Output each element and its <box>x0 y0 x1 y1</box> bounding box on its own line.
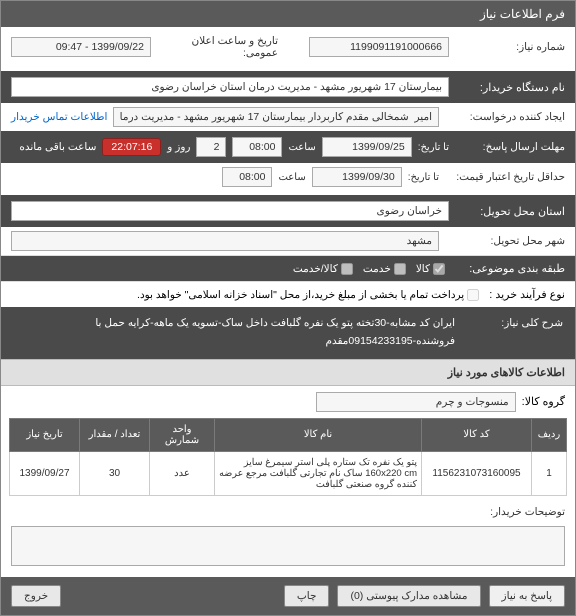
desc-overall-label: شرح کلی نیاز: <box>463 315 563 351</box>
deadline-time-field <box>232 137 282 157</box>
cell-idx: 1 <box>532 451 567 495</box>
service-chk-label: خدمت <box>363 263 391 275</box>
partial-pay-checkbox[interactable]: پرداخت تمام یا بخشی از مبلغ خرید،از محل … <box>137 289 479 301</box>
attachments-button[interactable]: مشاهده مدارک پیوستی (0) <box>337 585 480 607</box>
time-label-1: ساعت <box>288 142 315 153</box>
validity-time-field <box>222 167 272 187</box>
validity-date-field <box>312 167 402 187</box>
commodity-group-label: گروه کالا: <box>522 395 565 408</box>
cell-qty: 30 <box>80 451 150 495</box>
cell-date: 1399/09/27 <box>10 451 80 495</box>
day-label: روز و <box>167 141 190 153</box>
announce-date-field <box>11 37 151 57</box>
th-qty: تعداد / مقدار <box>80 418 150 451</box>
table-row: 1 1156231073160095 پتو یک نفره تک ستاره … <box>10 451 567 495</box>
print-button[interactable]: چاپ <box>284 585 330 607</box>
buyer-device-field <box>11 77 449 97</box>
product-chk-label: کالا <box>416 263 430 275</box>
commodity-group-field <box>316 392 516 412</box>
cell-code: 1156231073160095 <box>422 451 532 495</box>
state-field <box>11 201 449 221</box>
product-checkbox[interactable]: کالا <box>416 263 445 275</box>
deadline-label: مهلت ارسال پاسخ: <box>455 141 565 153</box>
respond-button[interactable]: پاسخ به نیاز <box>489 585 565 607</box>
service-checkbox[interactable]: خدمت <box>363 263 406 275</box>
need-no-field <box>309 37 449 57</box>
countdown-timer: 22:07:16 <box>102 138 161 156</box>
th-code: کد کالا <box>422 418 532 451</box>
th-name: نام کالا <box>215 418 422 451</box>
remaining-label: ساعت باقی مانده <box>19 141 96 153</box>
items-section-header: اطلاعات کالاهای مورد نیاز <box>1 359 575 386</box>
th-date: تاریخ نیاز <box>10 418 80 451</box>
creator-label: ایجاد کننده درخواست: <box>445 111 565 123</box>
days-left-field <box>196 137 226 157</box>
buyer-notes-label: توضیحات خریدار: <box>445 506 565 518</box>
to-date-label: تا تاریخ: <box>418 142 449 153</box>
title-bar: فرم اطلاعات نیاز <box>1 1 575 27</box>
city-field <box>11 231 439 251</box>
announce-date-label: تاریخ و ساعت اعلان عمومی: <box>157 35 278 59</box>
buyer-device-label: نام دستگاه خریدار: <box>455 81 565 94</box>
desc-overall-text: ایران کد مشابه-30تخته پتو یک نفره گلبافت… <box>13 315 455 351</box>
buyer-contact-link[interactable]: اطلاعات تماس خریدار <box>11 111 107 123</box>
state-label: استان محل تحویل: <box>455 205 565 218</box>
buyer-notes-field <box>11 526 565 566</box>
th-idx: ردیف <box>532 418 567 451</box>
partial-pay-label: پرداخت تمام یا بخشی از مبلغ خرید،از محل … <box>137 289 464 301</box>
deadline-date-field <box>322 137 412 157</box>
cell-name: پتو یک نفره تک ستاره پلی استر سیمرغ سایز… <box>215 451 422 495</box>
service2-checkbox[interactable]: کالا/خدمت <box>293 263 353 275</box>
creator-field <box>113 107 439 127</box>
package-label: طبقه بندی موضوعی: <box>455 262 565 275</box>
exit-button[interactable]: خروج <box>11 585 61 607</box>
th-unit: واحد شمارش <box>150 418 215 451</box>
city-label: شهر محل تحویل: <box>445 235 565 247</box>
to-date-label-2: تا تاریخ: <box>408 172 439 183</box>
items-table: ردیف کد کالا نام کالا واحد شمارش تعداد /… <box>9 418 567 496</box>
service2-chk-label: کالا/خدمت <box>293 263 338 275</box>
need-no-label: شماره نیاز: <box>455 41 565 53</box>
time-label-2: ساعت <box>278 172 305 183</box>
process-label: نوع فرآیند خرید : <box>489 288 565 301</box>
validity-label: حداقل تاریخ اعتبار قیمت: <box>445 171 565 183</box>
cell-unit: عدد <box>150 451 215 495</box>
